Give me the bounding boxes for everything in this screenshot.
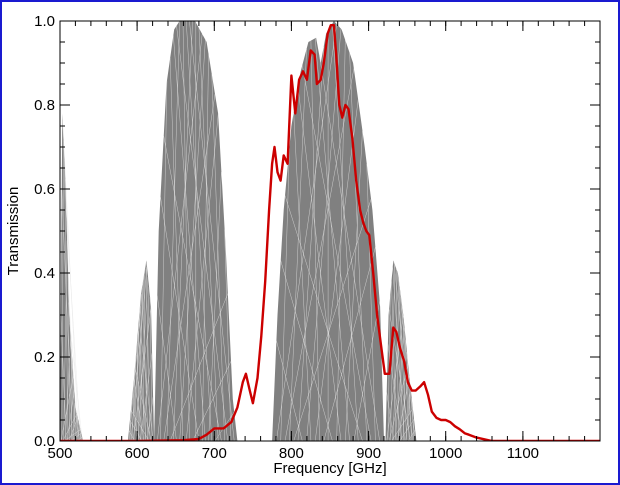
x-tick-label: 1100 (507, 445, 539, 462)
y-tick-label: 0.2 (34, 349, 55, 366)
envelope-layer (60, 21, 417, 441)
x-tick-label: 1000 (429, 445, 462, 462)
y-tick-label: 0.6 (34, 181, 55, 198)
x-axis-title: Frequency [GHz] (273, 460, 386, 477)
y-tick-label: 0.4 (34, 265, 55, 282)
x-tick-label: 900 (356, 445, 381, 462)
y-axis-title: Transmission (5, 187, 22, 276)
tick-labels: 500 600 700 800 900 1000 1100 0.0 0.2 0.4 0.6 0.8 1.… (34, 13, 539, 462)
y-tick-label: 1.0 (34, 13, 55, 30)
y-tick-label: 0.0 (34, 433, 55, 450)
curve-layer (60, 24, 600, 441)
x-tick-label: 500 (47, 445, 72, 462)
transmission-curve (60, 24, 600, 441)
x-tick-label: 800 (279, 445, 304, 462)
y-tick-label: 0.8 (34, 97, 55, 114)
envelope-band-hatch-4 (276, 23, 380, 441)
envelope-band-hatch-2 (128, 262, 154, 441)
envelope-band-hatch-3 (157, 21, 235, 441)
axis-ticks (59, 20, 601, 442)
x-tick-label: 600 (125, 445, 150, 462)
x-tick-label: 700 (202, 445, 227, 462)
envelope-band-hatch-1 (60, 121, 83, 441)
